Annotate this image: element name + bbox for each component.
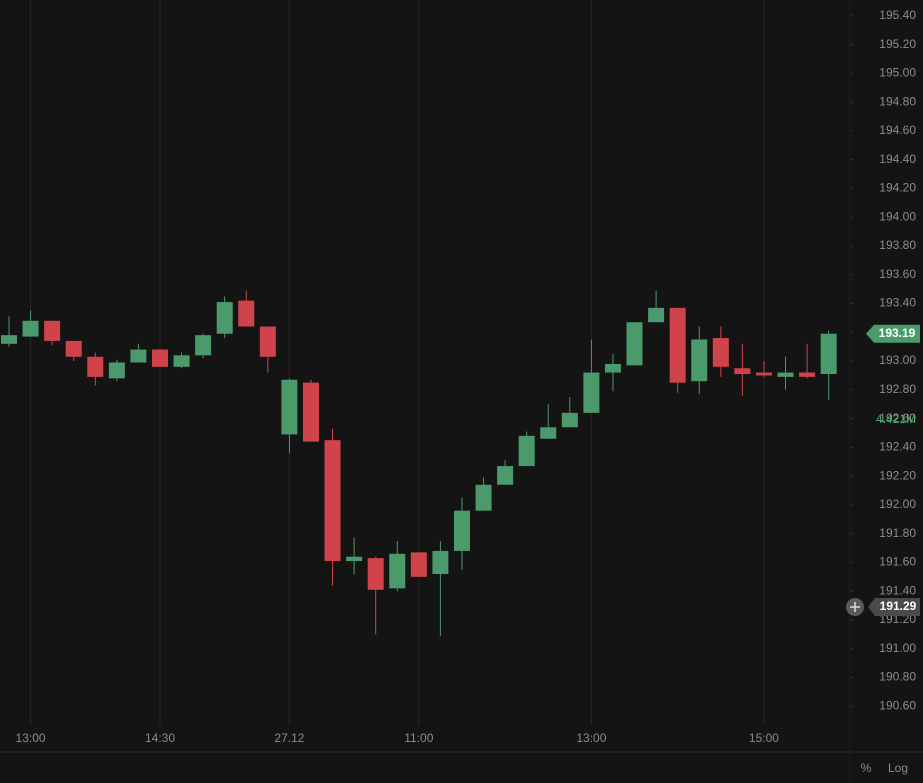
candle-body xyxy=(44,320,61,341)
plus-icon xyxy=(850,602,860,613)
candle-body xyxy=(410,552,427,577)
crosshair-price-label: 191.29 xyxy=(880,599,917,613)
last-price-label: 193.19 xyxy=(879,326,916,340)
candle-body xyxy=(238,300,255,327)
y-tick-label: 193.00 xyxy=(879,353,916,367)
y-tick-label: 194.20 xyxy=(879,181,916,195)
candle-body xyxy=(453,510,470,551)
candle-body xyxy=(22,320,39,337)
candle-body xyxy=(108,362,125,379)
y-tick-label: 192.00 xyxy=(879,497,916,511)
candle-body xyxy=(648,307,665,323)
x-tick-label: 11:00 xyxy=(404,731,433,745)
y-tick-label: 194.40 xyxy=(879,152,916,166)
candle-body xyxy=(367,558,384,590)
y-tick-label: 192.40 xyxy=(879,440,916,454)
candle-body xyxy=(691,339,708,382)
log-button[interactable]: Log xyxy=(888,761,908,775)
x-tick-label: 13:00 xyxy=(16,731,46,745)
x-tick-label: 27.12 xyxy=(274,731,304,745)
candle-body xyxy=(518,435,535,467)
candle-body xyxy=(324,440,341,562)
candle-body xyxy=(346,556,363,562)
y-tick-label: 191.40 xyxy=(879,583,916,597)
crosshair-price-badge xyxy=(868,598,920,617)
candle-body xyxy=(151,349,168,367)
candle-body xyxy=(475,484,492,511)
candle-body xyxy=(583,372,600,413)
candle-body xyxy=(540,427,557,439)
candle-body xyxy=(259,326,276,357)
volume-label: 4.421M xyxy=(876,412,916,426)
y-tick-label: 194.00 xyxy=(879,209,916,223)
y-tick-label: 191.60 xyxy=(879,555,916,569)
y-tick-label: 192.20 xyxy=(879,468,916,482)
y-tick-label: 195.00 xyxy=(879,66,916,80)
candle-body xyxy=(604,363,621,373)
candle-body xyxy=(626,322,643,366)
candle-body xyxy=(389,553,406,589)
candle-body xyxy=(777,372,794,377)
candle-body xyxy=(820,333,837,375)
candle-body xyxy=(65,340,82,357)
y-tick-label: 190.80 xyxy=(879,670,916,684)
candle-body xyxy=(216,302,233,334)
y-tick-label: 195.40 xyxy=(879,8,916,22)
candle-body xyxy=(497,466,514,485)
x-tick-label: 14:30 xyxy=(145,731,175,745)
y-tick-label: 193.80 xyxy=(879,238,916,252)
y-tick-label: 192.80 xyxy=(879,382,916,396)
y-tick-label: 194.80 xyxy=(879,94,916,108)
y-tick-label: 191.00 xyxy=(879,641,916,655)
candle-body xyxy=(195,335,212,356)
candle-body xyxy=(281,379,298,435)
candle-body xyxy=(173,355,190,367)
candle-body xyxy=(712,338,729,367)
y-tick-label: 193.40 xyxy=(879,296,916,310)
candle-body xyxy=(734,368,751,375)
last-price-badge xyxy=(866,324,920,343)
candle-body xyxy=(669,307,686,383)
x-tick-label: 13:00 xyxy=(576,731,606,745)
candle-body xyxy=(1,335,17,344)
candle-body xyxy=(561,412,578,428)
x-tick-label: 15:00 xyxy=(749,731,779,745)
y-tick-label: 191.80 xyxy=(879,526,916,540)
percent-button[interactable]: % xyxy=(861,761,872,775)
y-tick-label: 194.60 xyxy=(879,123,916,137)
candle-body xyxy=(755,372,772,376)
candle-body xyxy=(130,349,147,363)
y-tick-label: 195.20 xyxy=(879,37,916,51)
candle-body xyxy=(799,372,816,377)
candle-body xyxy=(87,356,104,377)
candle-body xyxy=(432,550,449,574)
y-tick-label: 193.60 xyxy=(879,267,916,281)
candle-body xyxy=(302,382,319,442)
y-tick-label: 192.60 xyxy=(879,411,916,425)
y-tick-label: 190.60 xyxy=(879,698,916,712)
